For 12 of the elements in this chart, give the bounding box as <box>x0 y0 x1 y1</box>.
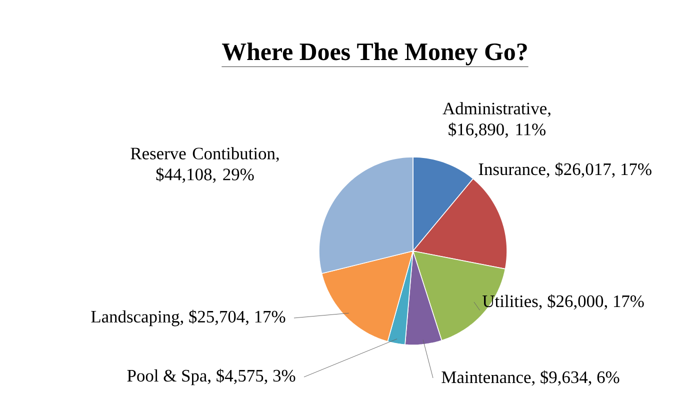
slice-label: Insurance <box>478 164 546 176</box>
data-label: , $26,000, 17% <box>539 294 644 310</box>
slice-label: Administrative <box>442 102 547 114</box>
data-label: , $25,704, 17% <box>180 310 286 326</box>
chart-title: Where Does The Money Go? <box>222 42 527 66</box>
slice-label: Pool & Spa <box>127 369 207 386</box>
data-label: , $9,634, 6% <box>532 370 620 386</box>
data-label: , $26,017, 17% <box>546 162 652 178</box>
data-label: , $4,575, 3% <box>208 368 296 384</box>
slice-label: Reserve Contibution <box>130 147 276 160</box>
slice-label: Landscaping <box>91 310 180 326</box>
slice-label: Maintenance <box>442 371 531 384</box>
